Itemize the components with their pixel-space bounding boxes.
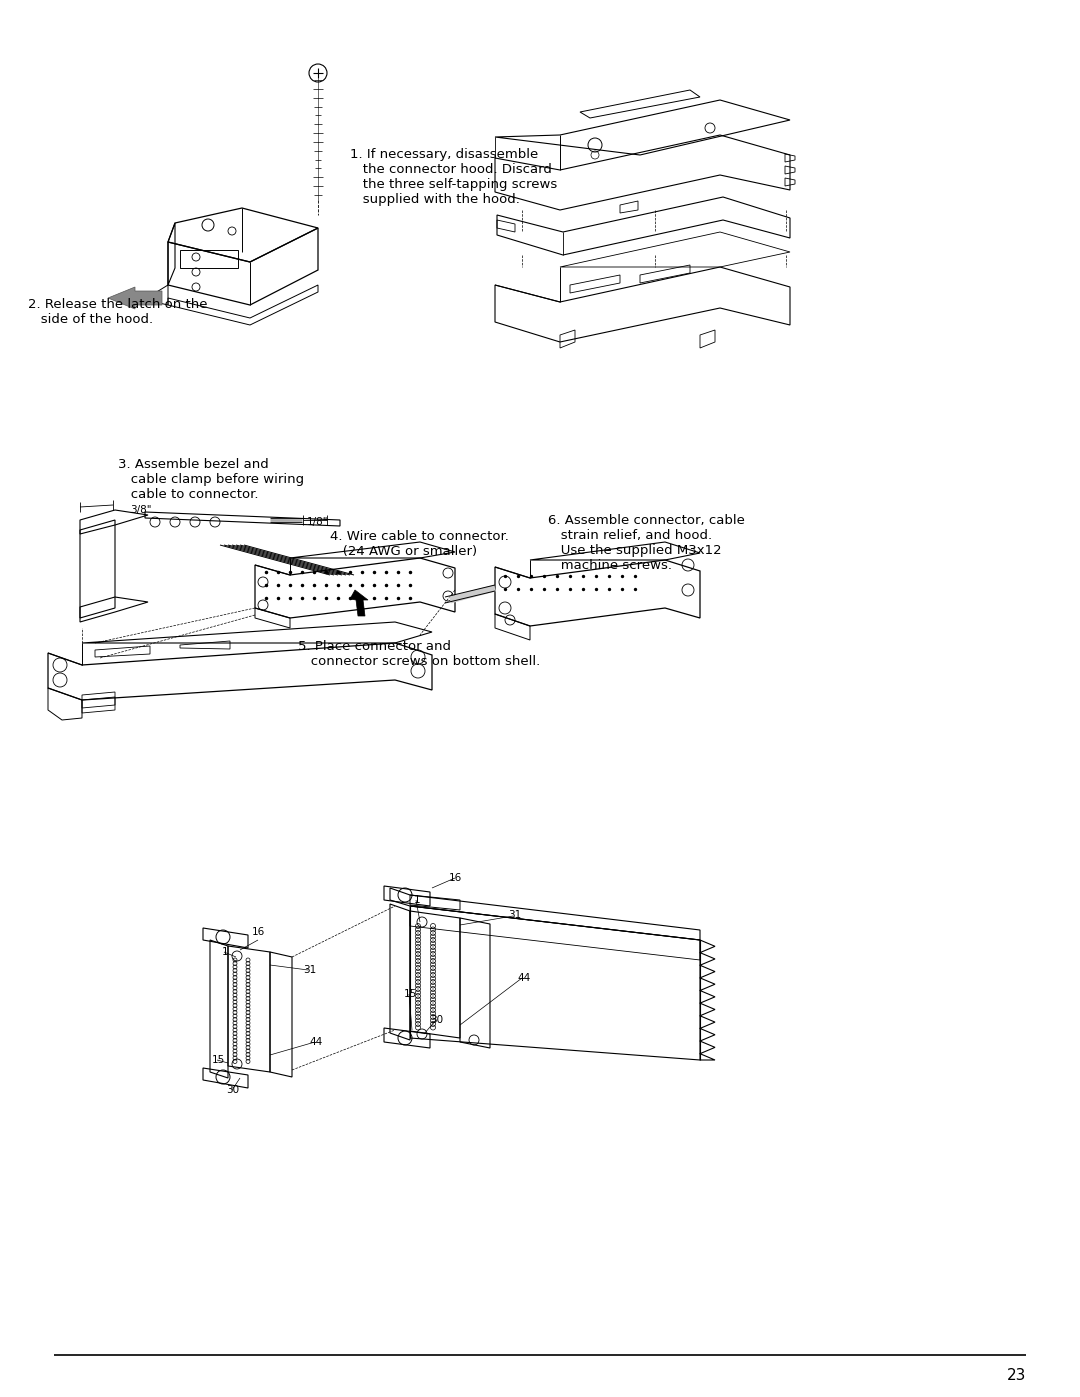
Text: 1: 1 <box>414 895 420 905</box>
Text: 1. If necessary, disassemble
   the connector hood. Discard
   the three self-ta: 1. If necessary, disassemble the connect… <box>350 148 557 205</box>
Text: 1: 1 <box>221 947 228 957</box>
Text: 2. Release the latch on the
   side of the hood.: 2. Release the latch on the side of the … <box>28 298 207 326</box>
Text: 16: 16 <box>448 873 461 883</box>
Text: 44: 44 <box>309 1037 323 1046</box>
Text: 5. Place connector and
   connector screws on bottom shell.: 5. Place connector and connector screws … <box>298 640 540 668</box>
Text: 31: 31 <box>509 909 522 921</box>
Text: 4. Wire cable to connector.
   (24 AWG or smaller): 4. Wire cable to connector. (24 AWG or s… <box>330 529 509 557</box>
Text: 16: 16 <box>252 928 265 937</box>
Text: 3/8": 3/8" <box>130 504 151 515</box>
Text: 1/8": 1/8" <box>307 517 328 527</box>
Text: 30: 30 <box>227 1085 240 1095</box>
Text: 15: 15 <box>212 1055 225 1065</box>
Text: 3. Assemble bezel and
   cable clamp before wiring
   cable to connector.: 3. Assemble bezel and cable clamp before… <box>118 458 305 502</box>
Polygon shape <box>108 286 162 309</box>
Bar <box>180 250 238 268</box>
Text: 44: 44 <box>517 972 530 983</box>
Text: 30: 30 <box>431 1016 444 1025</box>
Text: 23: 23 <box>1007 1368 1026 1383</box>
Text: 15: 15 <box>403 989 417 999</box>
Polygon shape <box>350 590 368 616</box>
Text: 31: 31 <box>303 965 316 975</box>
Text: 6. Assemble connector, cable
   strain relief, and hood.
   Use the supplied M3x: 6. Assemble connector, cable strain reli… <box>548 514 745 571</box>
